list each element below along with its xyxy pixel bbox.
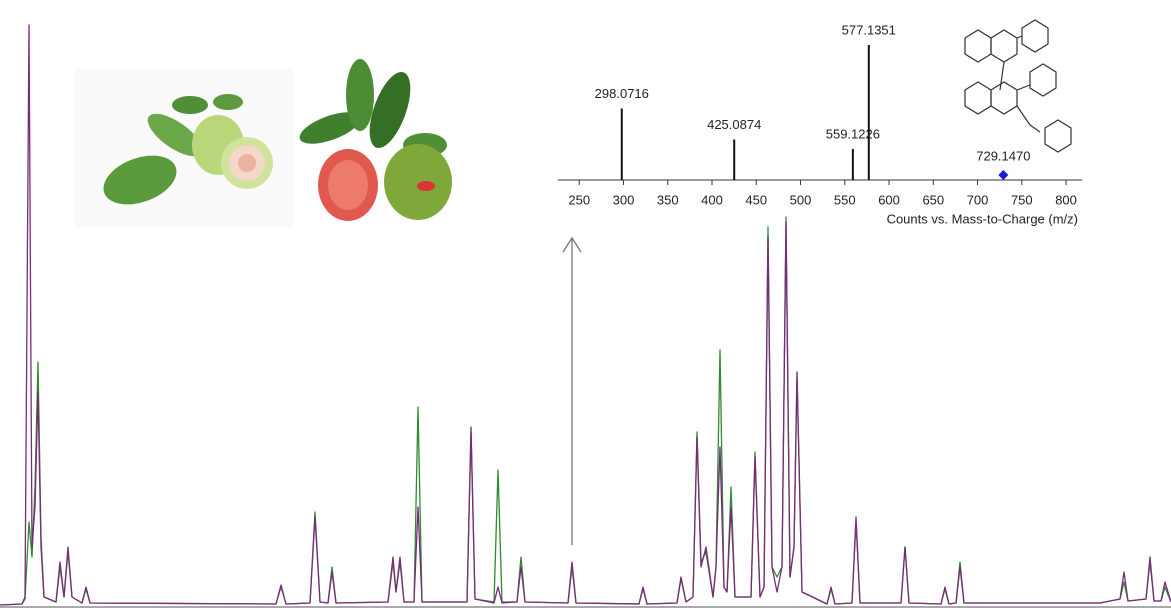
guava-photo-2 (296, 59, 452, 221)
peak-label: 559.1226 (826, 126, 880, 141)
x-tick-label: 500 (790, 192, 812, 207)
precursor-marker (998, 170, 1008, 180)
x-axis-label: Counts vs. Mass-to-Charge (m/z) (887, 211, 1078, 226)
peak-label: 577.1351 (842, 22, 896, 37)
x-tick-label: 650 (922, 192, 944, 207)
chromatogram-trace (0, 217, 1171, 605)
chemical-structure (965, 20, 1071, 152)
peak-label: 425.0874 (707, 117, 761, 132)
x-tick-label: 700 (967, 192, 989, 207)
x-tick-label: 600 (878, 192, 900, 207)
arrow (563, 238, 581, 545)
precursor-label: 729.1470 (976, 148, 1030, 163)
peak-label: 298.0716 (595, 86, 649, 101)
x-tick-label: 750 (1011, 192, 1033, 207)
x-tick-label: 400 (701, 192, 723, 207)
x-tick-label: 300 (613, 192, 635, 207)
x-tick-label: 550 (834, 192, 856, 207)
guava-photo-1 (75, 68, 293, 228)
x-tick-label: 250 (568, 192, 590, 207)
page: 250 300 350 400 450 500 550 600 650 700 750 800 298.… (0, 0, 1171, 611)
x-tick-label: 450 (745, 192, 767, 207)
figure: 250 300 350 400 450 500 550 600 650 700 750 800 298.… (0, 0, 1171, 611)
x-tick-label: 350 (657, 192, 679, 207)
x-tick-label: 800 (1055, 192, 1077, 207)
